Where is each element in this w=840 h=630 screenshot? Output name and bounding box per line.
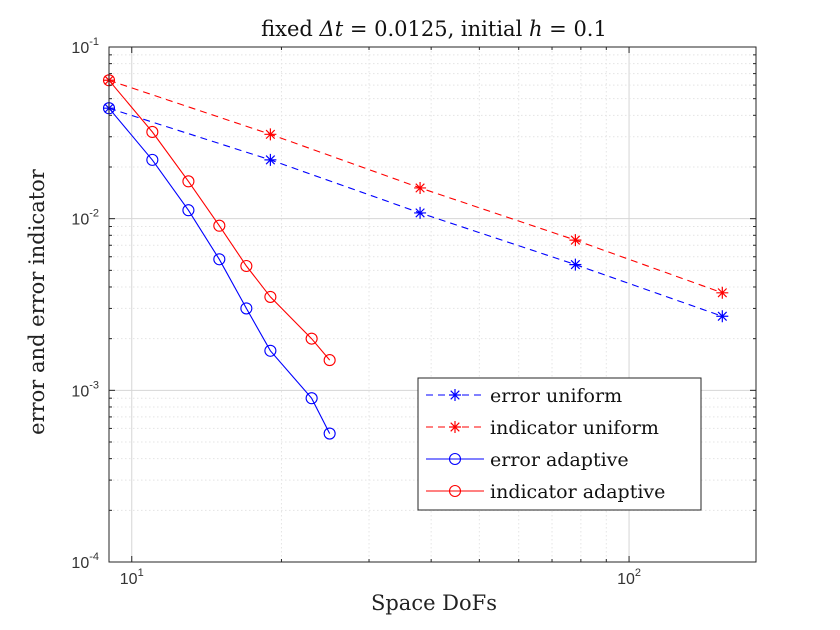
legend-item-indicator-adaptive: indicator adaptive — [426, 481, 665, 503]
data-point-circle — [213, 253, 226, 266]
data-point-star — [569, 258, 582, 271]
data-point-circle — [182, 175, 195, 188]
legend-label: error adaptive — [490, 449, 629, 471]
series-line-indicator-adaptive — [108, 79, 331, 361]
legend: error uniform indicator uniform error adap… — [417, 377, 702, 511]
y-tick-label: 10-4 — [71, 551, 99, 572]
legend-item-indicator-uniform: indicator uniform — [426, 417, 659, 439]
series-indicator-uniform — [103, 74, 729, 299]
data-point-circle — [323, 354, 336, 367]
x-axis-label: Space DoFs — [371, 591, 497, 615]
data-point-circle — [448, 484, 462, 498]
data-point-circle — [240, 302, 253, 315]
legend-box — [417, 377, 702, 511]
data-point-circle — [182, 204, 195, 217]
data-point-circle — [264, 344, 277, 357]
data-point-circle — [146, 153, 159, 166]
legend-label: indicator adaptive — [490, 481, 665, 503]
y-tick-label: 10-2 — [71, 208, 99, 229]
x-tick-label: 101 — [120, 567, 144, 588]
legend-item-error-uniform: error uniform — [426, 385, 622, 407]
data-point-star — [414, 181, 427, 194]
data-point-star — [569, 234, 582, 247]
data-point-star — [449, 421, 461, 433]
y-tick-label: 10-1 — [71, 36, 99, 57]
data-point-star — [414, 206, 427, 219]
x-tick-label: 102 — [617, 567, 641, 588]
data-point-star — [716, 310, 729, 323]
legend-label: indicator uniform — [490, 417, 659, 439]
legend-label: error uniform — [490, 385, 622, 407]
data-point-star — [716, 286, 729, 299]
data-point-circle — [305, 332, 318, 345]
y-tick-label: 10-3 — [71, 379, 99, 400]
data-point-circle — [213, 219, 226, 232]
tick-labels: 101 102 10-4 10-3 10-2 10-1 — [71, 36, 641, 588]
plot-frame — [108, 46, 757, 563]
data-point-circle — [146, 125, 159, 138]
data-point-circle — [305, 392, 318, 405]
y-axis-label: error and error indicator — [25, 168, 49, 435]
data-point-circle — [323, 427, 336, 440]
chart-title: fixed Δt = 0.0125, initial h = 0.1 — [261, 17, 607, 41]
data-point-star — [449, 389, 461, 401]
legend-item-error-adaptive: error adaptive — [426, 449, 629, 471]
data-point-circle — [264, 290, 277, 303]
axis-ticks — [108, 46, 756, 563]
series-line-error-adaptive — [108, 107, 331, 434]
data-point-circle — [240, 259, 253, 273]
series-layer — [102, 74, 729, 440]
data-point-star — [264, 128, 277, 141]
series-error-adaptive — [102, 102, 336, 440]
data-point-star — [264, 153, 277, 166]
data-point-circle — [448, 452, 462, 466]
